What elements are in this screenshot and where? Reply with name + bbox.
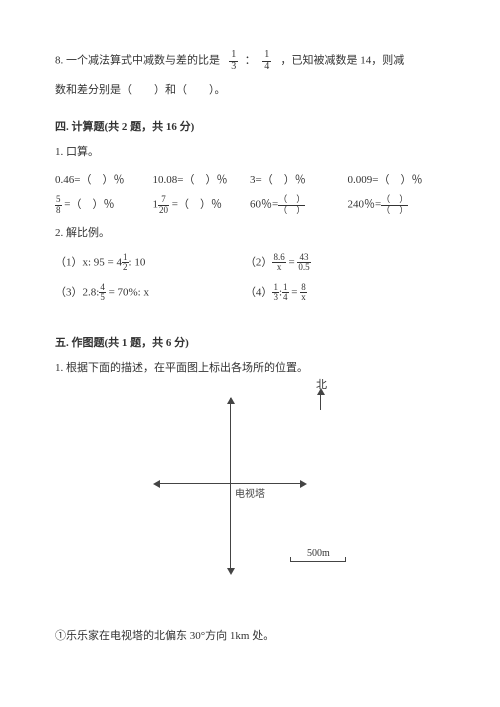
axis-vertical <box>230 398 231 573</box>
fraction-1-3: 1 3 <box>228 50 239 72</box>
question-8-line-1: 8. 一个减法算式中减数与差的比是 1 3 ： 1 4 ，已知被减数是 14，则… <box>55 50 445 72</box>
q8-colon: ： <box>245 55 256 67</box>
proportion-grid: （1）x: 95 = 412: 10 （2）8.6x = 430.5 （3）2.… <box>55 253 445 313</box>
axis-left-arrow-icon <box>153 480 160 488</box>
q8-mid: ，已知被减数是 14，则减 <box>281 55 405 67</box>
question-5-1-item-1: ①乐乐家在电视塔的北偏东 30°方向 1km 处。 <box>55 628 445 646</box>
north-arrow-line <box>320 390 321 410</box>
fraction-1-4: 1 4 <box>261 50 272 72</box>
fraction-43-0.5: 430.5 <box>297 253 310 273</box>
axis-right-arrow-icon <box>300 480 307 488</box>
tv-tower-label: 电视塔 <box>235 485 265 500</box>
calc-2: 10.08=（ ）％ <box>153 171 251 187</box>
calc-8: 240％= （ ） （ ） <box>348 195 446 215</box>
q8-prefix: 8. 一个减法算式中减数与差的比是 <box>55 55 220 67</box>
axis-up-arrow-icon <box>227 397 235 404</box>
scale-line <box>290 561 345 562</box>
axis-down-arrow-icon <box>227 568 235 575</box>
calc-row-1: 0.46=（ ）％ 10.08=（ ）％ 3=（ ）％ 0.009=（ ）％ <box>55 171 445 187</box>
calc-1: 0.46=（ ）％ <box>55 171 153 187</box>
calc-row-2: 5 8 =（ ）％ 1 7 20 =（ ）％ 60％= （ ） （ ） 240％… <box>55 195 445 215</box>
prop-1: （1）x: 95 = 412: 10 <box>55 253 242 273</box>
fraction-8.6-x: 8.6x <box>272 253 285 273</box>
calc-7: 60％= （ ） （ ） <box>250 195 348 215</box>
fraction-7-20: 7 20 <box>158 195 169 215</box>
prop-3: （3）2.8:45 = 70%: x <box>55 283 242 303</box>
scale-tick-right <box>345 557 346 562</box>
blank-fraction-2: （ ） （ ） <box>381 195 408 215</box>
calc-3: 3=（ ）％ <box>250 171 348 187</box>
axis-horizontal <box>155 483 305 484</box>
question-4-1-title: 1. 口算。 <box>55 144 445 162</box>
prop-4: （4）13:14 = 8x <box>245 283 432 303</box>
blank-fraction-1: （ ） （ ） <box>278 195 305 215</box>
calc-5: 5 8 =（ ）％ <box>55 195 153 215</box>
map-diagram: 北 电视塔 500m <box>130 388 370 598</box>
fraction-8-x: 8x <box>300 283 307 303</box>
question-5-1-title: 1. 根据下面的描述，在平面图上标出各场所的位置。 <box>55 360 445 378</box>
prop-2: （2）8.6x = 430.5 <box>245 253 432 273</box>
section-4-title: 四. 计算题(共 2 题，共 16 分) <box>55 118 445 134</box>
section-5-title: 五. 作图题(共 1 题，共 6 分) <box>55 334 445 350</box>
calc-6: 1 7 20 =（ ）％ <box>153 195 251 215</box>
scale-label: 500m <box>307 548 330 559</box>
calc-4: 0.009=（ ）％ <box>348 171 446 187</box>
north-arrow-head-icon <box>317 388 325 395</box>
question-8-line-2: 数和差分别是（ ）和（ ）。 <box>55 82 445 100</box>
question-4-2-title: 2. 解比例。 <box>55 225 445 243</box>
